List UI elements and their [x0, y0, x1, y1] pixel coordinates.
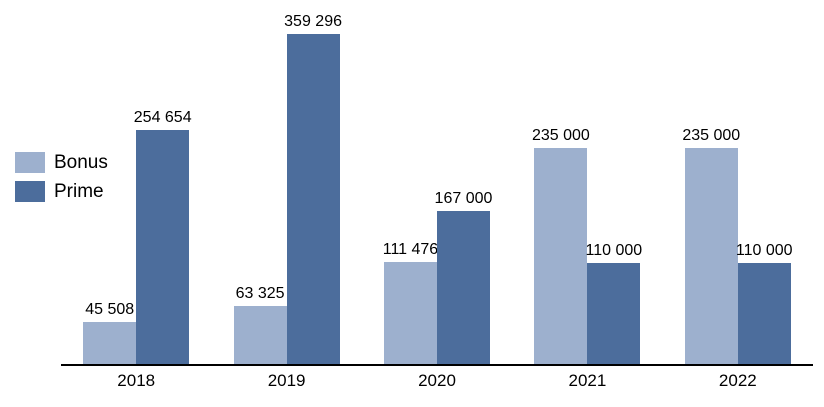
plot-area: 45 508 254 654 63 325 359 296 111 476 167 000… — [61, 0, 813, 364]
bonus-bar-2020: 111 476 — [383, 241, 438, 364]
prime-bar-2019: 359 296 — [284, 13, 342, 364]
bonus-bar-2018: 45 508 — [83, 301, 137, 364]
x-tick-2022: 2022 — [718, 371, 757, 390]
prime-value-label-2022: 110 000 — [735, 242, 793, 259]
prime-value-label-2020: 167 000 — [434, 190, 493, 207]
legend-label-prime: Prime — [54, 181, 104, 202]
x-axis-labels: 2018 2019 2020 2021 2022 — [61, 371, 813, 391]
bonus-value-label-2021: 235 000 — [531, 127, 590, 144]
x-tick-2021: 2021 — [568, 371, 607, 390]
bonus-bar-2022: 235 000 — [682, 127, 740, 364]
bonus-bar-2021: 235 000 — [532, 127, 590, 364]
prime-bar-2020: 167 000 — [435, 190, 492, 364]
x-axis-line — [61, 364, 813, 366]
x-tick-2019: 2019 — [267, 371, 306, 390]
x-tick-2018: 2018 — [117, 371, 156, 390]
legend-item-bonus: Bonus — [15, 152, 108, 173]
bar-group-2020: 111 476 167 000 — [383, 190, 492, 364]
prime-color-swatch — [15, 181, 45, 202]
prime-bar-2022: 110 000 — [736, 242, 793, 364]
bonus-value-label-2020: 111 476 — [382, 241, 439, 258]
bar-group-2018: 45 508 254 654 — [83, 109, 192, 364]
legend: Bonus Prime — [15, 152, 108, 210]
bonus-color-swatch — [15, 152, 45, 173]
prime-bar-2018: 254 654 — [134, 109, 192, 364]
prime-value-label-2021: 110 000 — [585, 242, 643, 259]
bonus-value-label-2018: 45 508 — [85, 301, 135, 318]
x-tick-2020: 2020 — [418, 371, 456, 390]
legend-label-bonus: Bonus — [54, 152, 108, 173]
prime-value-label-2018: 254 654 — [133, 109, 192, 126]
legend-item-prime: Prime — [15, 181, 108, 202]
bonus-value-label-2022: 235 000 — [682, 127, 741, 144]
bar-group-2022: 235 000 110 000 — [682, 127, 793, 364]
bonus-bar-2019: 63 325 — [233, 285, 287, 364]
bar-group-2021: 235 000 110 000 — [532, 127, 642, 364]
bonus-value-label-2019: 63 325 — [235, 285, 285, 302]
prime-value-label-2019: 359 296 — [284, 13, 342, 30]
bar-group-2019: 63 325 359 296 — [233, 13, 342, 364]
prime-bar-2021: 110 000 — [586, 242, 642, 364]
